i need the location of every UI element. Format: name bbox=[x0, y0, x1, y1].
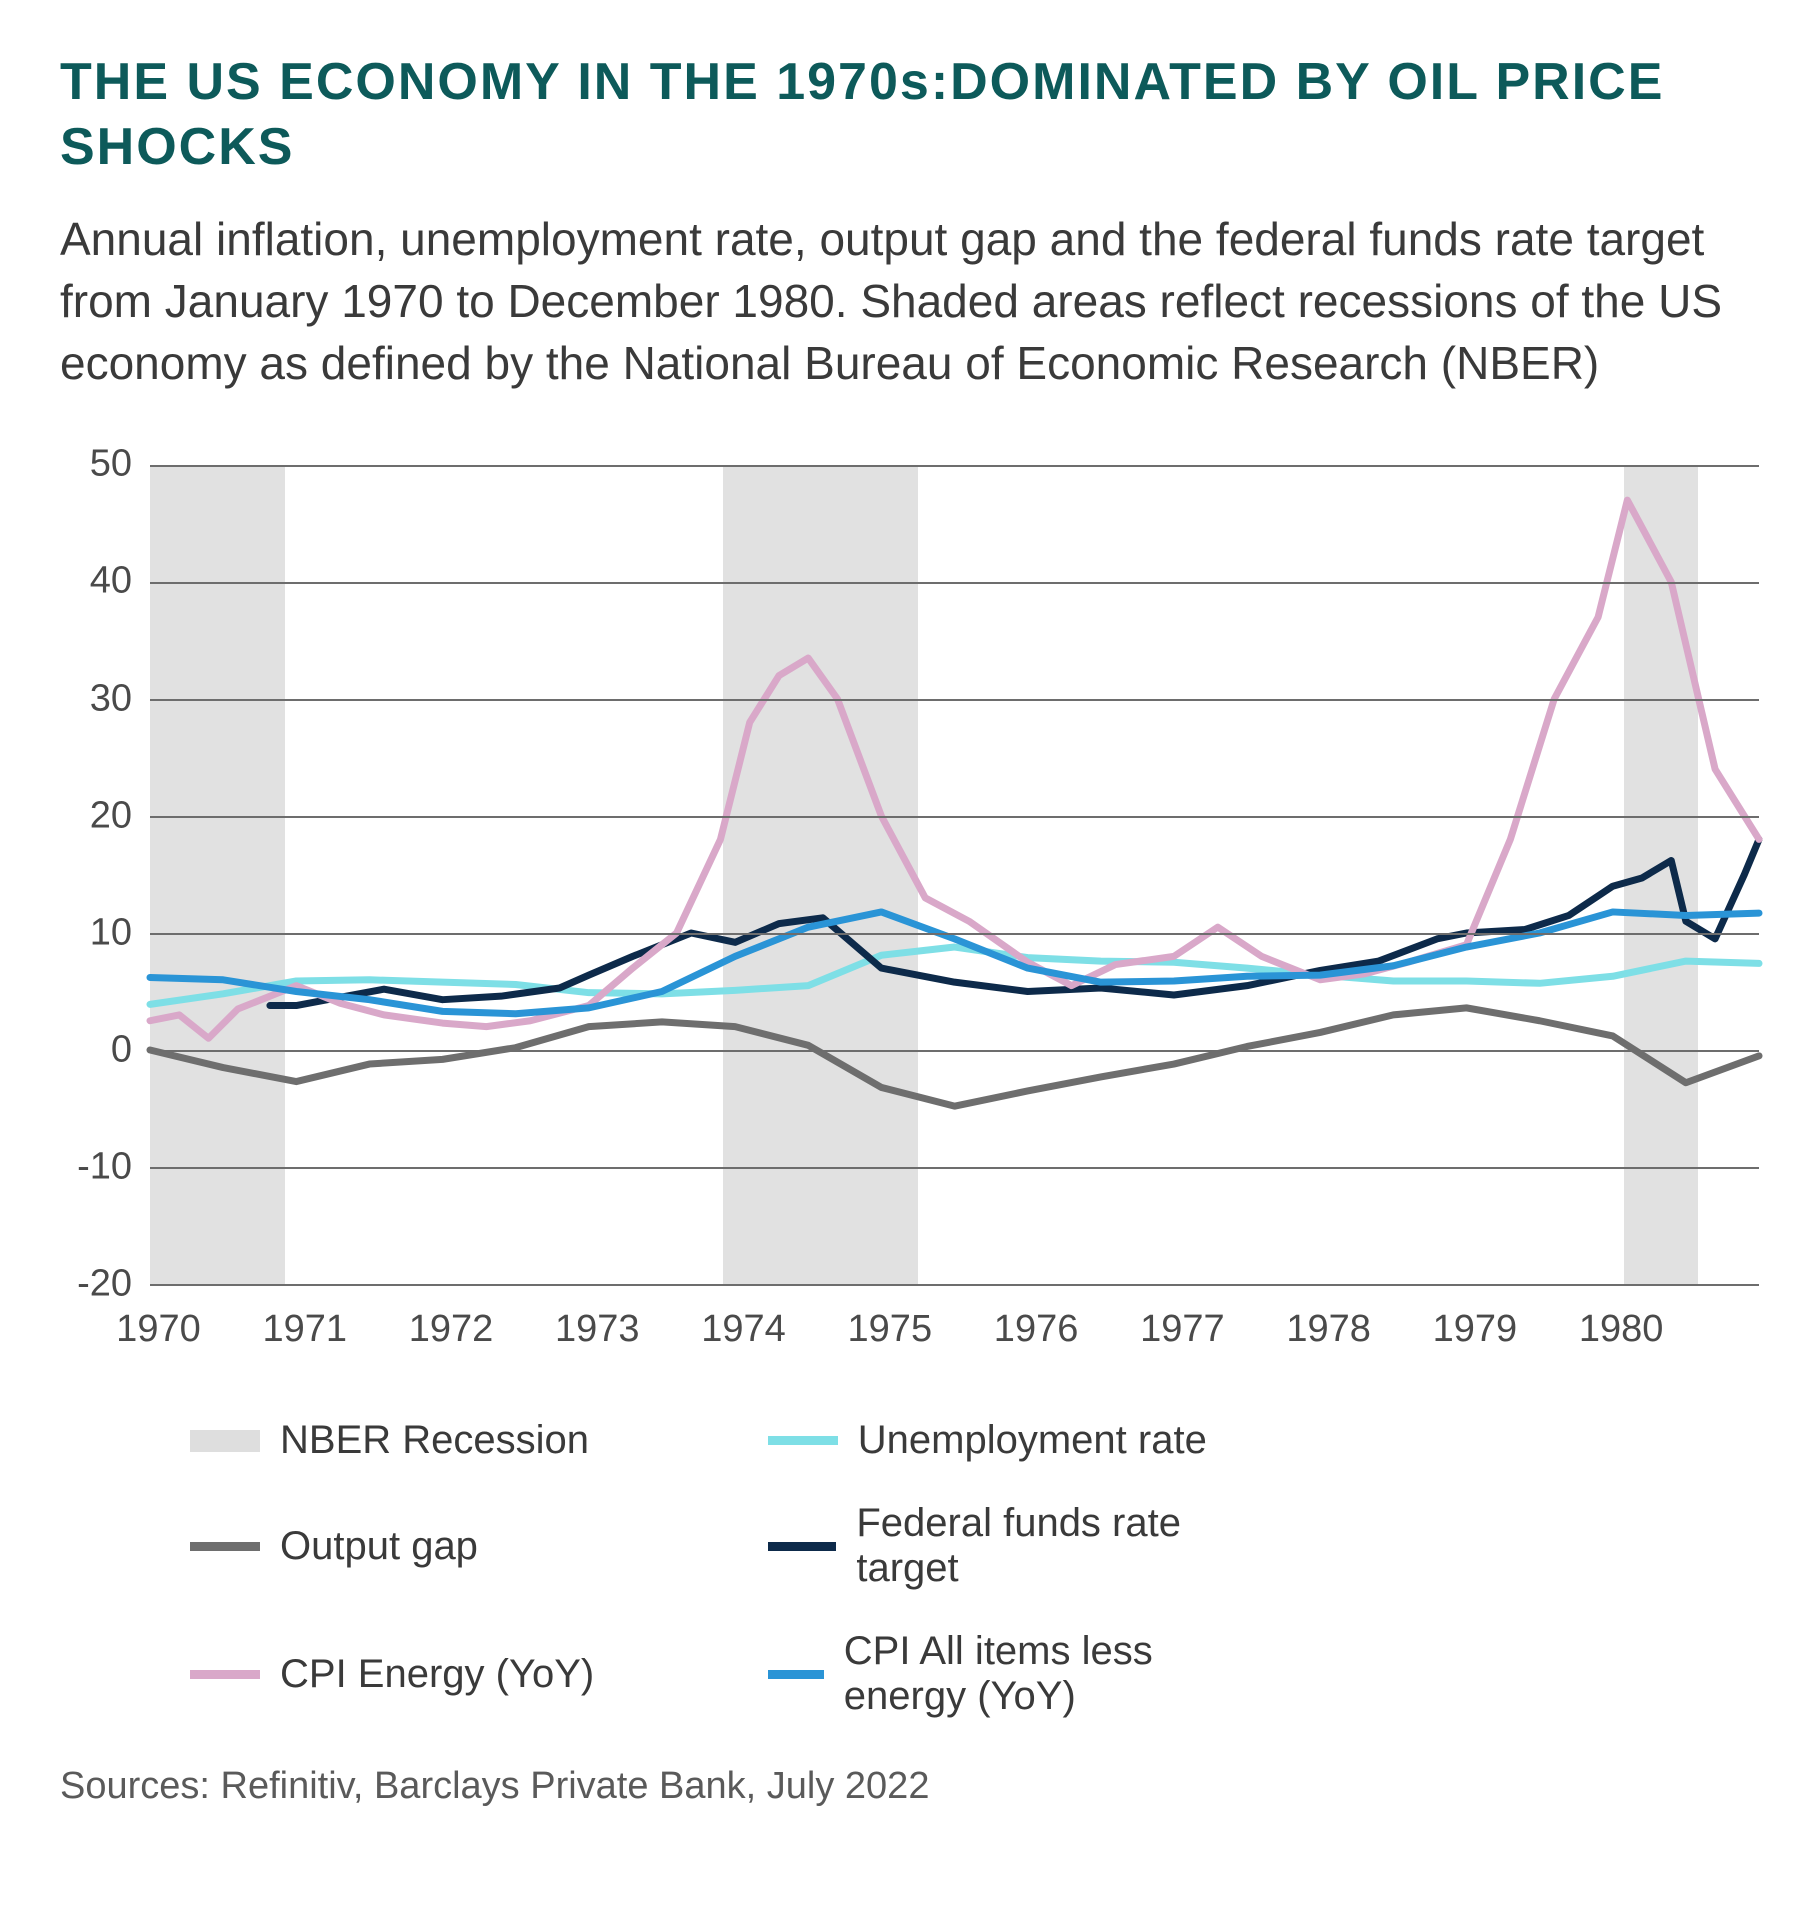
legend-item: Federal funds rate target bbox=[768, 1501, 1286, 1591]
x-tick: 1976 bbox=[994, 1308, 1079, 1351]
x-tick: 1978 bbox=[1286, 1308, 1371, 1351]
legend-item: Unemployment rate bbox=[768, 1418, 1286, 1463]
gridline bbox=[150, 1050, 1759, 1052]
chart-title: THE US ECONOMY IN THE 1970s:DOMINATED BY… bbox=[60, 50, 1759, 180]
y-tick: 10 bbox=[90, 911, 132, 954]
series-unemployment bbox=[150, 947, 1759, 1004]
y-tick: 0 bbox=[111, 1028, 132, 1071]
chart-sources: Sources: Refinitiv, Barclays Private Ban… bbox=[60, 1765, 1759, 1808]
legend-item: NBER Recession bbox=[190, 1418, 708, 1463]
x-tick: 1974 bbox=[701, 1308, 786, 1351]
x-tick: 1973 bbox=[555, 1308, 640, 1351]
legend-item: CPI Energy (YoY) bbox=[190, 1629, 708, 1719]
legend-swatch bbox=[190, 1542, 260, 1551]
gridline bbox=[150, 1167, 1759, 1169]
gridline bbox=[150, 699, 1759, 701]
x-tick: 1971 bbox=[262, 1308, 347, 1351]
series-output_gap bbox=[150, 1008, 1759, 1106]
x-tick: 1977 bbox=[1140, 1308, 1225, 1351]
x-axis: 1970197119721973197419751976197719781979… bbox=[150, 1308, 1759, 1358]
legend-label: Federal funds rate target bbox=[856, 1501, 1285, 1591]
y-tick: 50 bbox=[90, 443, 132, 486]
legend-label: Output gap bbox=[280, 1524, 478, 1569]
x-tick: 1970 bbox=[116, 1308, 201, 1351]
y-tick: 40 bbox=[90, 560, 132, 603]
line-svg bbox=[150, 465, 1759, 1284]
legend-label: Unemployment rate bbox=[858, 1418, 1207, 1463]
x-tick: 1975 bbox=[848, 1308, 933, 1351]
y-tick: -10 bbox=[77, 1146, 132, 1189]
y-axis: 50403020100-10-20 bbox=[60, 464, 150, 1284]
gridline bbox=[150, 1284, 1759, 1286]
chart-container: 50403020100-10-20 1970197119721973197419… bbox=[60, 464, 1759, 1358]
y-tick: -20 bbox=[77, 1263, 132, 1306]
legend-label: CPI All items less energy (YoY) bbox=[844, 1629, 1286, 1719]
gridline bbox=[150, 465, 1759, 467]
legend-item: CPI All items less energy (YoY) bbox=[768, 1629, 1286, 1719]
legend-swatch bbox=[768, 1670, 824, 1679]
x-tick: 1979 bbox=[1433, 1308, 1518, 1351]
series-cpi_energy bbox=[150, 500, 1759, 1038]
x-tick: 1972 bbox=[409, 1308, 494, 1351]
legend-swatch bbox=[768, 1436, 838, 1445]
legend-swatch bbox=[190, 1430, 260, 1452]
legend-item: Output gap bbox=[190, 1501, 708, 1591]
legend-swatch bbox=[190, 1670, 260, 1679]
legend-label: NBER Recession bbox=[280, 1418, 589, 1463]
gridline bbox=[150, 933, 1759, 935]
legend-label: CPI Energy (YoY) bbox=[280, 1652, 594, 1697]
chart-legend: NBER Recession Unemployment rate Output ga… bbox=[190, 1418, 1759, 1719]
y-tick: 20 bbox=[90, 794, 132, 837]
gridline bbox=[150, 816, 1759, 818]
legend-swatch bbox=[768, 1542, 837, 1551]
gridline bbox=[150, 582, 1759, 584]
x-tick: 1980 bbox=[1579, 1308, 1664, 1351]
chart-subtitle: Annual inflation, unemployment rate, out… bbox=[60, 208, 1759, 394]
plot-area bbox=[150, 464, 1759, 1284]
y-tick: 30 bbox=[90, 677, 132, 720]
